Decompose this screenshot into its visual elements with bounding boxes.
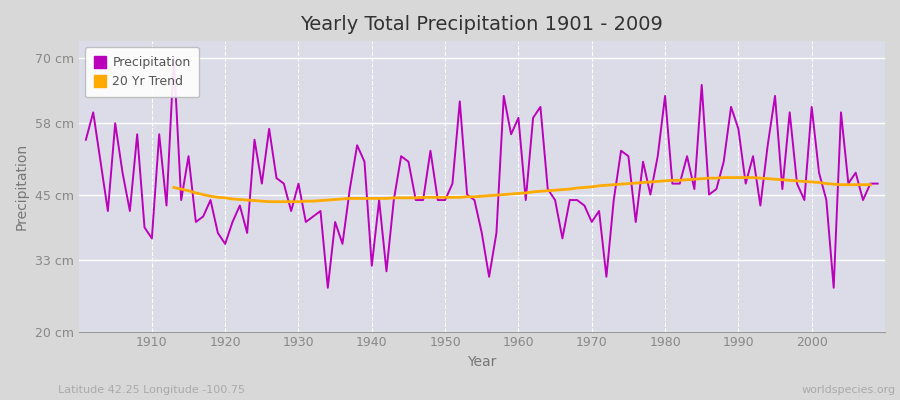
X-axis label: Year: Year	[467, 355, 497, 369]
Text: Latitude 42.25 Longitude -100.75: Latitude 42.25 Longitude -100.75	[58, 385, 246, 395]
Y-axis label: Precipitation: Precipitation	[15, 143, 29, 230]
Legend: Precipitation, 20 Yr Trend: Precipitation, 20 Yr Trend	[85, 47, 199, 97]
Text: worldspecies.org: worldspecies.org	[801, 385, 896, 395]
Title: Yearly Total Precipitation 1901 - 2009: Yearly Total Precipitation 1901 - 2009	[301, 15, 663, 34]
